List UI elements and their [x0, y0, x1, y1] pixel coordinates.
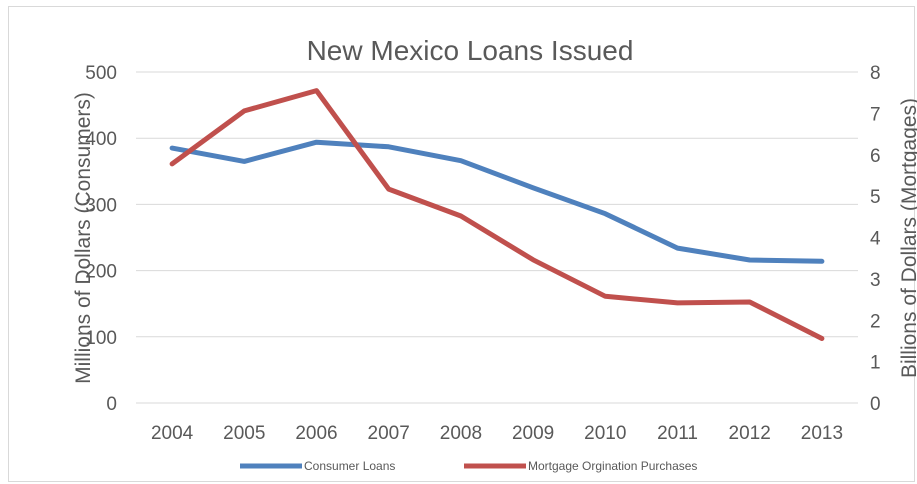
- right-tick-label: 8: [870, 63, 881, 84]
- gridlines: [136, 71, 858, 404]
- right-tick-label: 3: [870, 270, 881, 291]
- right-tick-label: 0: [870, 394, 881, 415]
- right-tick-label: 4: [870, 229, 881, 250]
- x-tick-label: 2012: [729, 423, 771, 444]
- left-tick-label: 100: [85, 328, 117, 349]
- left-axis-label: Millions of Dollars (Consumers): [72, 92, 95, 384]
- x-tick-label: 2006: [295, 423, 337, 444]
- right-axis-label: Billions of Dollars (Mortgages): [898, 98, 917, 378]
- chart-title: New Mexico Loans Issued: [307, 35, 634, 66]
- right-tick-label: 5: [870, 187, 881, 208]
- left-tick-label: 500: [85, 63, 117, 84]
- right-axis-ticks: 0 1 2 3 4 5 6 7 8: [870, 63, 881, 415]
- x-tick-label: 2004: [151, 423, 194, 444]
- right-tick-label: 6: [870, 146, 881, 167]
- x-tick-label: 2007: [368, 423, 410, 444]
- x-tick-label: 2013: [801, 423, 843, 444]
- x-tick-label: 2005: [223, 423, 265, 444]
- chart-frame: [8, 6, 915, 482]
- x-tick-label: 2008: [440, 423, 482, 444]
- series-lines: [169, 88, 825, 341]
- left-tick-label: 400: [85, 129, 117, 150]
- left-axis-ticks: 0 100 200 300 400 500: [85, 63, 117, 415]
- x-tick-label: 2011: [657, 423, 698, 444]
- legend-label: Mortgage Orgination Purchases: [528, 459, 697, 473]
- legend: Consumer Loans Mortgage Orgination Purcha…: [240, 459, 697, 473]
- x-tick-label: 2010: [584, 423, 626, 444]
- left-tick-label: 200: [85, 262, 117, 283]
- right-tick-label: 7: [870, 104, 881, 125]
- left-tick-label: 0: [106, 394, 117, 415]
- x-axis-ticks: 2004 2005 2006 2007 2008 2009 2010 2011 2012 2013: [151, 423, 843, 444]
- series-line-consumer-loans: [169, 139, 825, 264]
- x-tick-label: 2009: [512, 423, 554, 444]
- right-tick-label: 2: [870, 311, 881, 332]
- left-tick-label: 300: [85, 195, 117, 216]
- legend-label: Consumer Loans: [304, 459, 395, 473]
- series-line-mortgage-orgination-purchases: [169, 88, 825, 341]
- right-tick-label: 1: [870, 353, 881, 374]
